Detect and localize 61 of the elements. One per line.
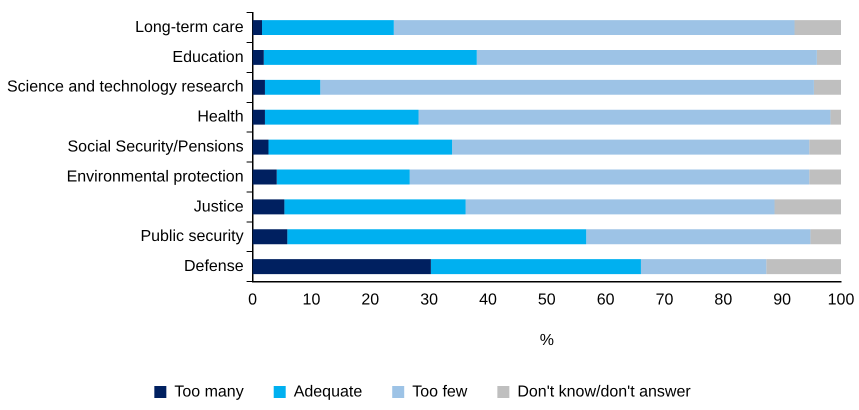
x-tick-label: 40 bbox=[479, 292, 497, 309]
bar bbox=[252, 199, 284, 214]
x-tick-label: 0 bbox=[248, 292, 258, 309]
bar bbox=[264, 50, 477, 65]
x-tick-label: 100 bbox=[828, 292, 854, 309]
bar bbox=[766, 259, 841, 274]
x-axis-title: % bbox=[540, 332, 554, 349]
x-tick-label: 10 bbox=[302, 292, 320, 309]
x-tick-label: 80 bbox=[714, 292, 732, 309]
bar bbox=[640, 259, 766, 274]
x-tick-label: 50 bbox=[538, 292, 556, 309]
y-tick-label: Health bbox=[197, 108, 244, 126]
legend-label: Adequate bbox=[294, 383, 362, 400]
bar bbox=[452, 140, 810, 155]
bar bbox=[252, 229, 288, 244]
bar bbox=[586, 229, 810, 244]
bar bbox=[252, 50, 264, 65]
y-tick-label: Justice bbox=[194, 198, 244, 216]
bar bbox=[810, 229, 841, 244]
bar bbox=[410, 170, 810, 184]
bar bbox=[830, 110, 841, 125]
legend-label: Too few bbox=[412, 383, 468, 400]
bar bbox=[264, 110, 419, 125]
x-tick-label: 90 bbox=[773, 292, 792, 309]
bar bbox=[809, 140, 841, 155]
bar bbox=[268, 140, 452, 155]
bar bbox=[430, 259, 641, 274]
x-tick-label: 60 bbox=[596, 292, 615, 309]
bar bbox=[252, 20, 262, 36]
bar bbox=[284, 199, 466, 214]
bar bbox=[466, 199, 775, 214]
bar bbox=[287, 229, 586, 244]
bar bbox=[476, 50, 817, 65]
bar bbox=[394, 20, 795, 36]
y-tick-label: Education bbox=[172, 48, 244, 66]
legend-label: Too many bbox=[174, 383, 244, 400]
y-tick-label: Environmental protection bbox=[66, 168, 244, 186]
x-tick-label: 20 bbox=[361, 292, 380, 309]
y-tick-label: Science and technology research bbox=[7, 78, 244, 96]
bar bbox=[816, 50, 841, 65]
bar bbox=[252, 259, 431, 274]
x-tick-label: 30 bbox=[420, 292, 438, 309]
bar bbox=[252, 80, 265, 95]
legend-label: Don't know/don't answer bbox=[517, 383, 692, 400]
x-tick-label: 70 bbox=[656, 292, 674, 309]
bar bbox=[262, 20, 394, 36]
bar bbox=[418, 110, 830, 125]
bar bbox=[264, 80, 320, 95]
bar bbox=[774, 199, 841, 214]
y-tick-label: Social Security/Pensions bbox=[68, 138, 244, 156]
bar bbox=[320, 80, 814, 95]
y-tick-label: Defense bbox=[184, 258, 244, 276]
bar bbox=[276, 170, 410, 184]
bar bbox=[252, 110, 265, 125]
y-tick-label: Long-term care bbox=[135, 18, 244, 36]
bar bbox=[252, 170, 277, 184]
bar bbox=[252, 140, 268, 155]
bar bbox=[794, 20, 841, 36]
y-tick-label: Public security bbox=[140, 228, 244, 246]
bar bbox=[814, 80, 841, 95]
bar bbox=[809, 170, 841, 184]
